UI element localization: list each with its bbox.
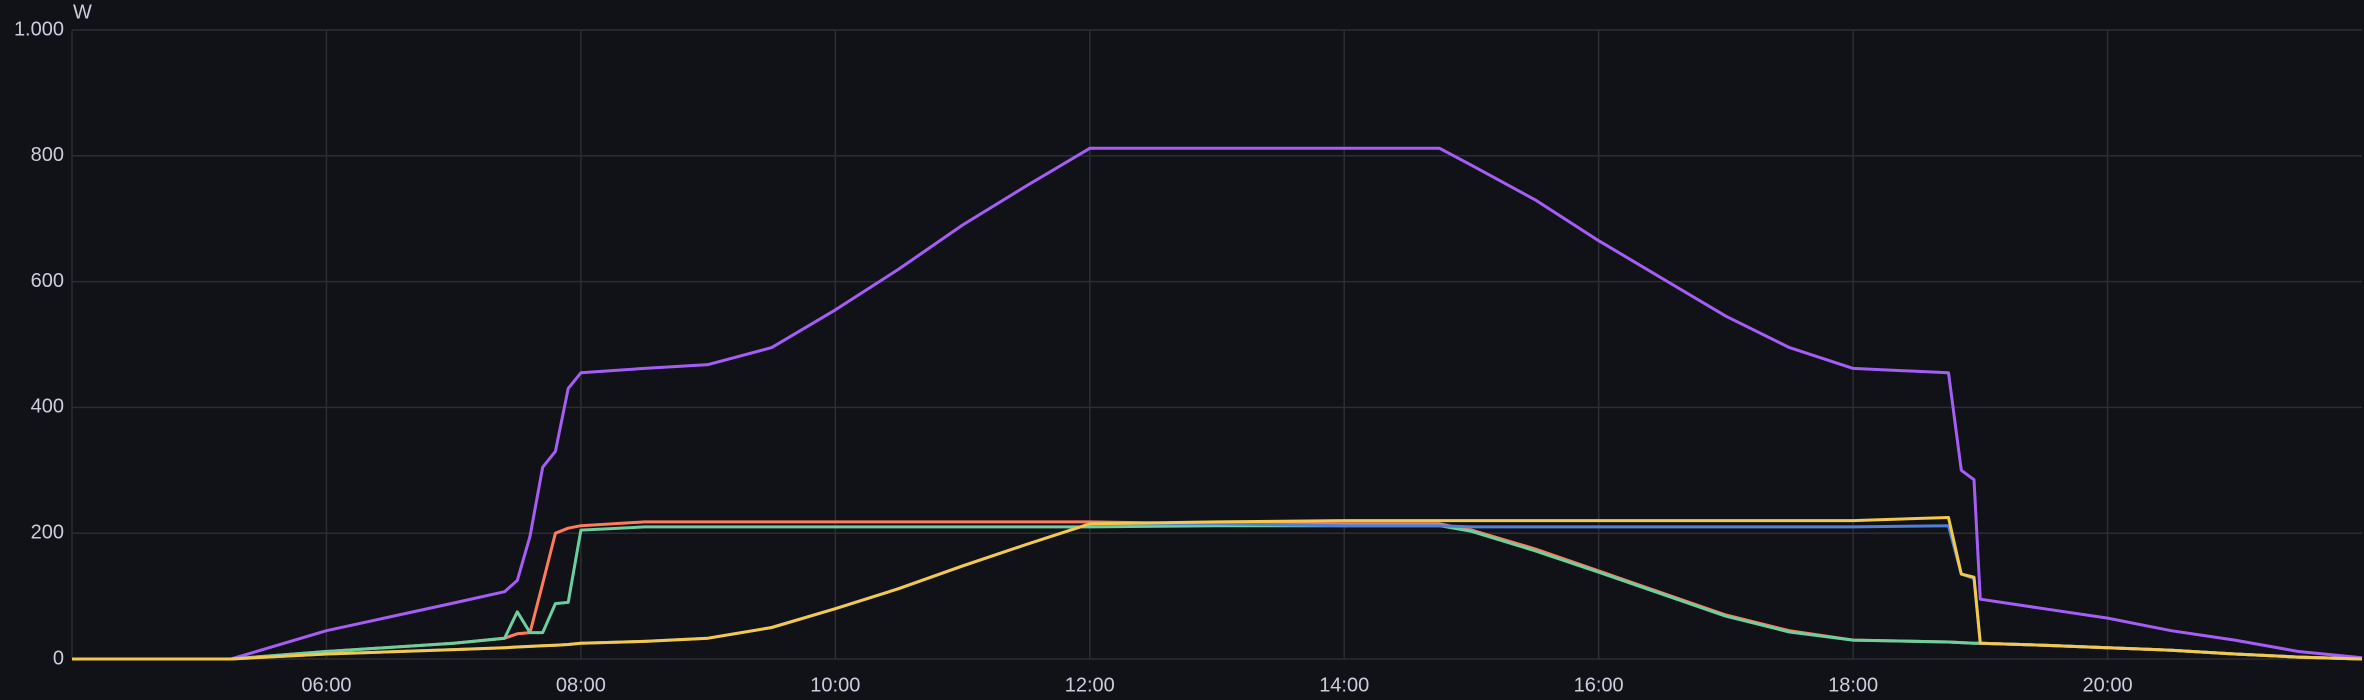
x-tick-label: 10:00 (810, 674, 860, 696)
y-tick-label: 800 (31, 144, 64, 166)
y-tick-label: 200 (31, 521, 64, 543)
x-tick-label: 16:00 (1574, 674, 1624, 696)
series-line (72, 524, 2363, 661)
x-tick-label: 18:00 (1828, 674, 1878, 696)
y-tick-label: 1.000 (14, 18, 64, 40)
y-tick-label: 600 (31, 270, 64, 292)
x-tick-label: 14:00 (1319, 674, 1369, 696)
y-tick-label: 0 (53, 647, 64, 669)
y-tick-label: 400 (31, 396, 64, 418)
series-line (72, 522, 2363, 661)
x-tick-label: 06:00 (301, 674, 351, 696)
x-tick-label: 08:00 (556, 674, 606, 696)
series-line (72, 516, 2363, 661)
series-line (72, 520, 2363, 661)
x-tick-label: 12:00 (1065, 674, 1115, 696)
y-axis-unit: W (73, 1, 92, 23)
series-line (72, 146, 2363, 661)
x-tick-label: 20:00 (2083, 674, 2133, 696)
